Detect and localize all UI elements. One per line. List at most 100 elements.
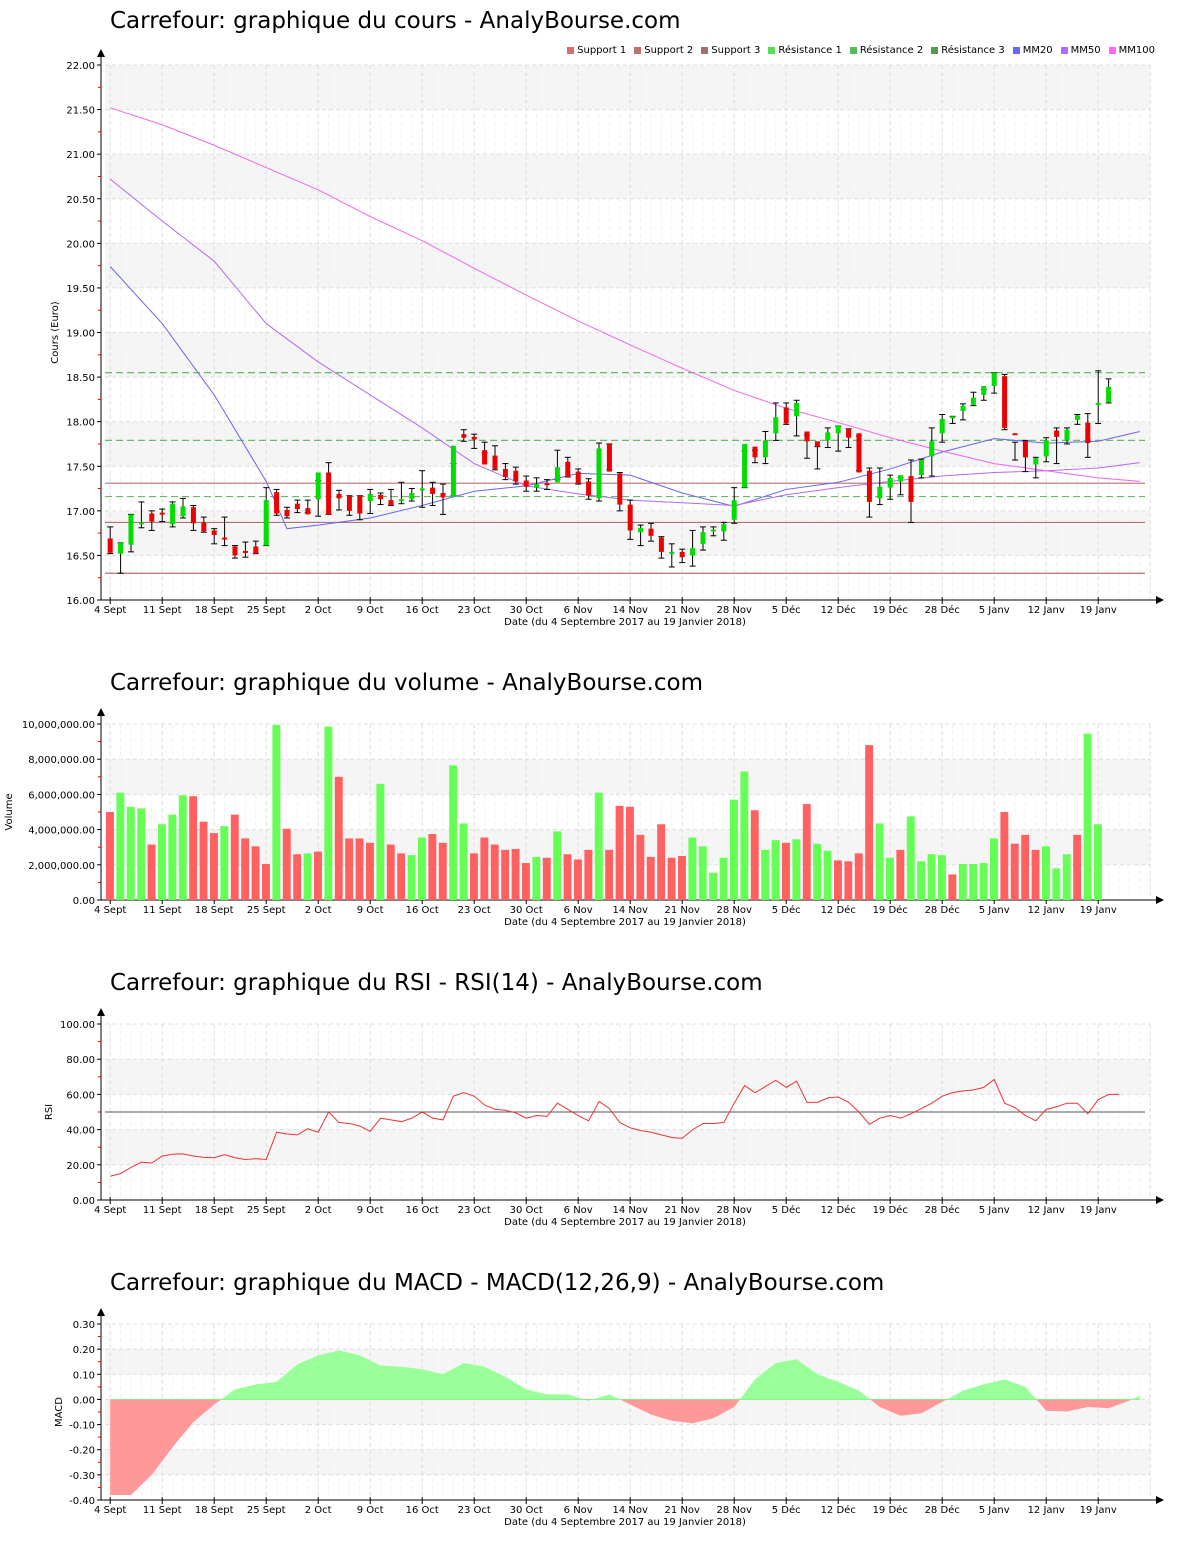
candle <box>585 478 592 500</box>
legend-item: MM100 <box>1108 45 1155 56</box>
x-tick-label: 19 Déc <box>873 604 908 616</box>
candle-body <box>991 372 997 386</box>
volume-bar <box>740 771 749 900</box>
volume-bar <box>969 863 978 900</box>
candle <box>325 462 332 515</box>
volume-bar <box>584 849 593 900</box>
y-tick-label: 2,000,000.00 <box>28 861 95 872</box>
rsi-chart: 0.00 20.00 40.00 60.00 80.00 100.00 4 Sept 11 S… <box>44 1008 1164 1228</box>
volume-bar <box>334 776 343 900</box>
volume-bar <box>813 843 822 900</box>
candle-body <box>773 417 779 434</box>
x-tick-label: 25 Sept <box>247 1505 286 1516</box>
grid-band <box>105 1399 1150 1425</box>
volume-bar <box>168 814 177 900</box>
x-tick-label: 11 Sept <box>143 1505 182 1516</box>
x-axis-arrow-icon <box>1156 1196 1164 1204</box>
y-tick-label: 60.00 <box>66 1090 95 1101</box>
candle-body <box>1095 402 1101 405</box>
y-tick-label: 6,000,000.00 <box>28 790 95 801</box>
grid-band <box>105 243 1150 288</box>
legend-swatch-icon <box>634 47 642 54</box>
x-tick-label: 5 Déc <box>772 604 801 616</box>
candle-body <box>149 513 155 522</box>
candle <box>627 499 634 540</box>
x-tick-label: 25 Sept <box>247 905 286 916</box>
candle <box>148 510 155 531</box>
candle-body <box>617 473 623 505</box>
price-legend: Support 1 Support 2 Support 3 Résistance 1 R… <box>567 45 1155 56</box>
candle <box>908 459 914 523</box>
moving-average-mm100 <box>110 107 1140 482</box>
y-tick-label: 0.00 <box>73 1196 95 1207</box>
grid-band <box>105 759 1150 795</box>
candle-body <box>180 506 186 517</box>
volume-bar <box>834 860 842 900</box>
x-tick-label: 25 Sept <box>247 605 286 616</box>
x-tick-label: 12 Janv <box>1028 1205 1065 1216</box>
macd-chart-title: Carrefour: graphique du MACD - MACD(12,2… <box>110 1270 885 1296</box>
legend-label: Résistance 2 <box>859 45 924 56</box>
y-tick-label: 21.00 <box>66 150 95 161</box>
candle-body <box>107 538 113 553</box>
candle <box>1001 373 1008 431</box>
candle-body <box>190 507 196 524</box>
candle <box>731 487 738 524</box>
candle-body <box>804 431 810 442</box>
x-tick-label: 12 Déc <box>821 1504 856 1516</box>
y-tick-label: 0.10 <box>73 1370 95 1381</box>
x-tick-label: 6 Nov <box>564 1205 593 1216</box>
candle-body <box>710 529 716 532</box>
legend-label: Support 1 <box>577 45 627 56</box>
candle <box>492 445 498 471</box>
candle-body <box>409 493 415 500</box>
legend-label: Résistance 3 <box>941 45 1005 56</box>
candle-body <box>138 522 144 525</box>
grid-band <box>105 1449 1150 1475</box>
x-tick-label: 6 Nov <box>564 1505 593 1516</box>
x-tick-label: 23 Oct <box>458 1505 491 1516</box>
legend-item: MM50 <box>1060 45 1101 56</box>
candle <box>1032 456 1039 479</box>
x-tick-label: 14 Nov <box>612 605 648 616</box>
candle <box>720 521 727 541</box>
x-tick-label: 5 Déc <box>772 1504 801 1516</box>
y-axis-arrow-icon <box>97 708 105 716</box>
candle-body <box>866 470 872 502</box>
grid-band <box>105 154 1150 199</box>
volume-bar <box>667 857 676 900</box>
x-tick-label: 11 Sept <box>143 605 182 616</box>
volume-bar <box>844 861 853 900</box>
volume-bar <box>376 783 385 900</box>
candle-body <box>222 537 228 540</box>
x-axis-title: Date (du 4 Septembre 2017 au 19 Janvier … <box>504 617 746 628</box>
x-tick-label: 12 Déc <box>821 1204 856 1216</box>
volume-bar <box>563 854 572 900</box>
candle-body <box>742 443 748 488</box>
x-tick-label: 6 Nov <box>564 605 593 616</box>
candle-body <box>315 472 321 500</box>
volume-bar <box>407 855 416 900</box>
x-tick-label: 28 Déc <box>925 604 960 616</box>
volume-bar <box>459 823 468 900</box>
candle-body <box>627 504 633 531</box>
candle-body <box>575 471 581 484</box>
candle <box>481 441 488 465</box>
volume-bar <box>126 806 135 900</box>
volume-bar <box>210 833 218 900</box>
legend-item: Résistance 2 <box>849 45 924 56</box>
x-tick-label: 12 Déc <box>821 604 856 616</box>
x-tick-label: 21 Nov <box>664 1205 700 1216</box>
grid-band <box>105 510 1150 556</box>
volume-bar <box>782 842 790 900</box>
candle <box>918 458 925 479</box>
candle <box>544 479 550 490</box>
grid-band <box>105 332 1150 378</box>
y-tick-label: 20.50 <box>66 195 95 206</box>
volume-bar <box>272 724 281 900</box>
candle-body <box>1085 422 1091 444</box>
y-tick-label: 16.00 <box>66 596 95 607</box>
y-tick-label: 8,000,000.00 <box>28 755 95 766</box>
moving-average-mm20 <box>109 266 1140 530</box>
candle <box>117 542 124 574</box>
